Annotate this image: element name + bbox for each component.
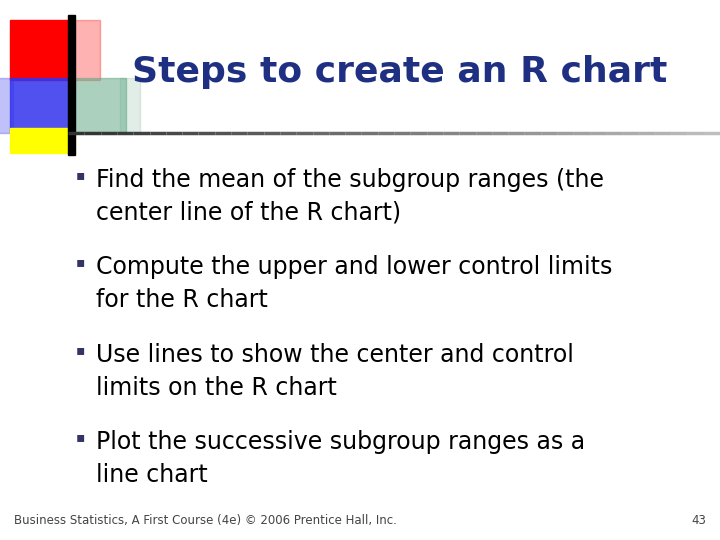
Bar [0, 78, 13, 133]
Text: ▪: ▪ [76, 343, 85, 357]
Text: ▪: ▪ [76, 168, 85, 182]
Bar [68, 78, 126, 133]
Bar [65, 20, 100, 80]
Bar [10, 20, 70, 80]
Bar [120, 78, 140, 133]
Text: Compute the upper and lower control limits
for the R chart: Compute the upper and lower control limi… [96, 255, 613, 312]
Text: ▪: ▪ [76, 430, 85, 444]
Text: Business Statistics, A First Course (4e) © 2006 Prentice Hall, Inc.: Business Statistics, A First Course (4e)… [14, 514, 397, 527]
Text: Use lines to show the center and control
limits on the R chart: Use lines to show the center and control… [96, 343, 574, 400]
Bar [68, 15, 75, 155]
Text: Steps to create an R chart: Steps to create an R chart [132, 55, 667, 89]
Text: 43: 43 [691, 514, 706, 527]
Text: Plot the successive subgroup ranges as a
line chart: Plot the successive subgroup ranges as a… [96, 430, 585, 487]
Text: Find the mean of the subgroup ranges (the
center line of the R chart): Find the mean of the subgroup ranges (th… [96, 168, 604, 225]
Text: ▪: ▪ [76, 255, 85, 269]
Bar [10, 128, 70, 153]
Bar [10, 78, 70, 133]
